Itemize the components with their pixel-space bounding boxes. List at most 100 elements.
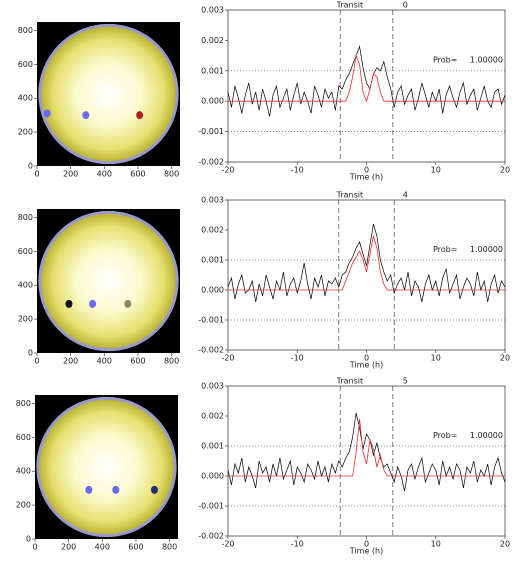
- panel: 0 200 400 600 800 0 200 400 600 800: [16, 395, 178, 552]
- x-tick-label: -20: [221, 540, 234, 549]
- y-tick-label: 0.001: [201, 442, 224, 451]
- x-tick-label: 20: [500, 354, 510, 363]
- plot-frame: [227, 9, 506, 163]
- y-tick-label: 800: [18, 213, 33, 222]
- panel-title: Transit: [336, 377, 364, 386]
- light-curve: [227, 412, 506, 492]
- x-tick-label: -10: [291, 354, 304, 363]
- x-axis-label: Time (h): [349, 173, 383, 182]
- x-tick-label: 400: [97, 170, 112, 179]
- spot: [85, 485, 93, 494]
- panel-title: Transit: [336, 1, 364, 10]
- x-tick-label: -10: [291, 540, 304, 549]
- panel: Transit 5 Prob= 1.00000 Time (h) -20 -10 0 10 20 -…: [198, 377, 510, 556]
- y-tick-label: -0.001: [198, 127, 224, 136]
- y-tick-label: 0.002: [201, 226, 224, 235]
- light-curve: [227, 223, 506, 303]
- spot: [89, 299, 97, 308]
- x-tick-label: 600: [128, 543, 143, 552]
- model-curve: [228, 54, 505, 103]
- y-tick-label: 0: [28, 162, 33, 171]
- y-tick-label: 0.003: [201, 382, 224, 391]
- y-tick-label: 400: [18, 281, 33, 290]
- prob-value: 1.00000: [470, 431, 503, 440]
- x-tick-label: 800: [164, 357, 179, 366]
- y-tick-label: 0.002: [201, 36, 224, 45]
- x-tick-label: 600: [130, 357, 145, 366]
- y-tick-label: 600: [16, 433, 31, 442]
- spot: [43, 109, 51, 118]
- y-tick-label: 400: [18, 94, 33, 103]
- transit-number: 4: [403, 191, 408, 200]
- panel: Transit 4 Prob= 1.00000 Time (h) -20 -10 0 10 20 -…: [198, 191, 510, 370]
- star-disk: [38, 210, 179, 352]
- panel: 0 200 400 600 800 0 200 400 600 800: [18, 209, 180, 366]
- y-tick-label: -0.002: [198, 158, 224, 167]
- spot: [82, 111, 90, 120]
- x-tick-label: 0: [32, 543, 37, 552]
- model-curve: [228, 235, 505, 291]
- y-tick-label: 400: [16, 467, 31, 476]
- prob-value: 1.00000: [470, 245, 503, 254]
- x-tick-label: 200: [61, 543, 76, 552]
- x-tick-label: 200: [63, 357, 78, 366]
- panel-title: Transit: [336, 191, 364, 200]
- y-tick-label: 0.001: [201, 66, 224, 75]
- x-tick-label: 600: [130, 170, 145, 179]
- y-tick-label: -0.002: [198, 532, 224, 541]
- model-curve: [228, 418, 505, 477]
- x-tick-label: 20: [500, 166, 510, 175]
- spot: [150, 485, 158, 494]
- y-tick-label: 800: [18, 26, 33, 35]
- x-tick-label: 0: [364, 540, 369, 549]
- y-tick-label: 200: [16, 501, 31, 510]
- y-tick-label: -0.001: [198, 502, 224, 511]
- y-tick-label: -0.002: [198, 346, 224, 355]
- y-tick-label: 0.003: [201, 6, 224, 15]
- spot: [124, 299, 132, 308]
- transit-number: 0: [403, 1, 408, 10]
- y-tick-label: 800: [16, 399, 31, 408]
- transit-number: 5: [403, 377, 408, 386]
- x-tick-label: 800: [162, 543, 177, 552]
- y-tick-label: 0.000: [201, 97, 224, 106]
- x-tick-label: -20: [221, 354, 234, 363]
- star-disk: [38, 23, 179, 165]
- panel: Transit 0 Prob= 1.00000 Time (h) -20 -10 0 10 20 -…: [198, 1, 510, 182]
- prob-label: Prob=: [433, 56, 457, 65]
- light-curve: [227, 45, 506, 117]
- x-tick-label: 10: [431, 540, 441, 549]
- spot: [112, 485, 120, 494]
- spot: [136, 111, 144, 120]
- y-tick-label: 0.000: [201, 472, 224, 481]
- x-axis-label: Time (h): [349, 547, 383, 556]
- y-tick-label: 200: [18, 128, 33, 137]
- x-tick-label: 400: [97, 357, 112, 366]
- star-disk: [36, 396, 177, 538]
- y-tick-label: -0.001: [198, 316, 224, 325]
- x-tick-label: 20: [500, 540, 510, 549]
- x-tick-label: -10: [291, 166, 304, 175]
- y-tick-label: 0: [28, 349, 33, 358]
- prob-label: Prob=: [433, 431, 457, 440]
- x-tick-label: 200: [63, 170, 78, 179]
- y-tick-label: 0.001: [201, 256, 224, 265]
- x-tick-label: 10: [431, 354, 441, 363]
- plot-frame: [227, 385, 506, 537]
- y-tick-label: 0.003: [201, 196, 224, 205]
- x-tick-label: -20: [221, 166, 234, 175]
- x-tick-label: 0: [34, 357, 39, 366]
- y-tick-label: 0.000: [201, 286, 224, 295]
- prob-value: 1.00000: [470, 56, 503, 65]
- y-tick-label: 0.002: [201, 412, 224, 421]
- y-tick-label: 600: [18, 247, 33, 256]
- x-axis-label: Time (h): [349, 361, 383, 370]
- plot-frame: [227, 199, 506, 351]
- x-tick-label: 400: [95, 543, 110, 552]
- y-tick-label: 200: [18, 315, 33, 324]
- x-tick-label: 0: [364, 166, 369, 175]
- panel: 0 200 400 600 800 0 200 400 600 800: [18, 22, 180, 179]
- x-tick-label: 800: [164, 170, 179, 179]
- x-tick-label: 0: [34, 170, 39, 179]
